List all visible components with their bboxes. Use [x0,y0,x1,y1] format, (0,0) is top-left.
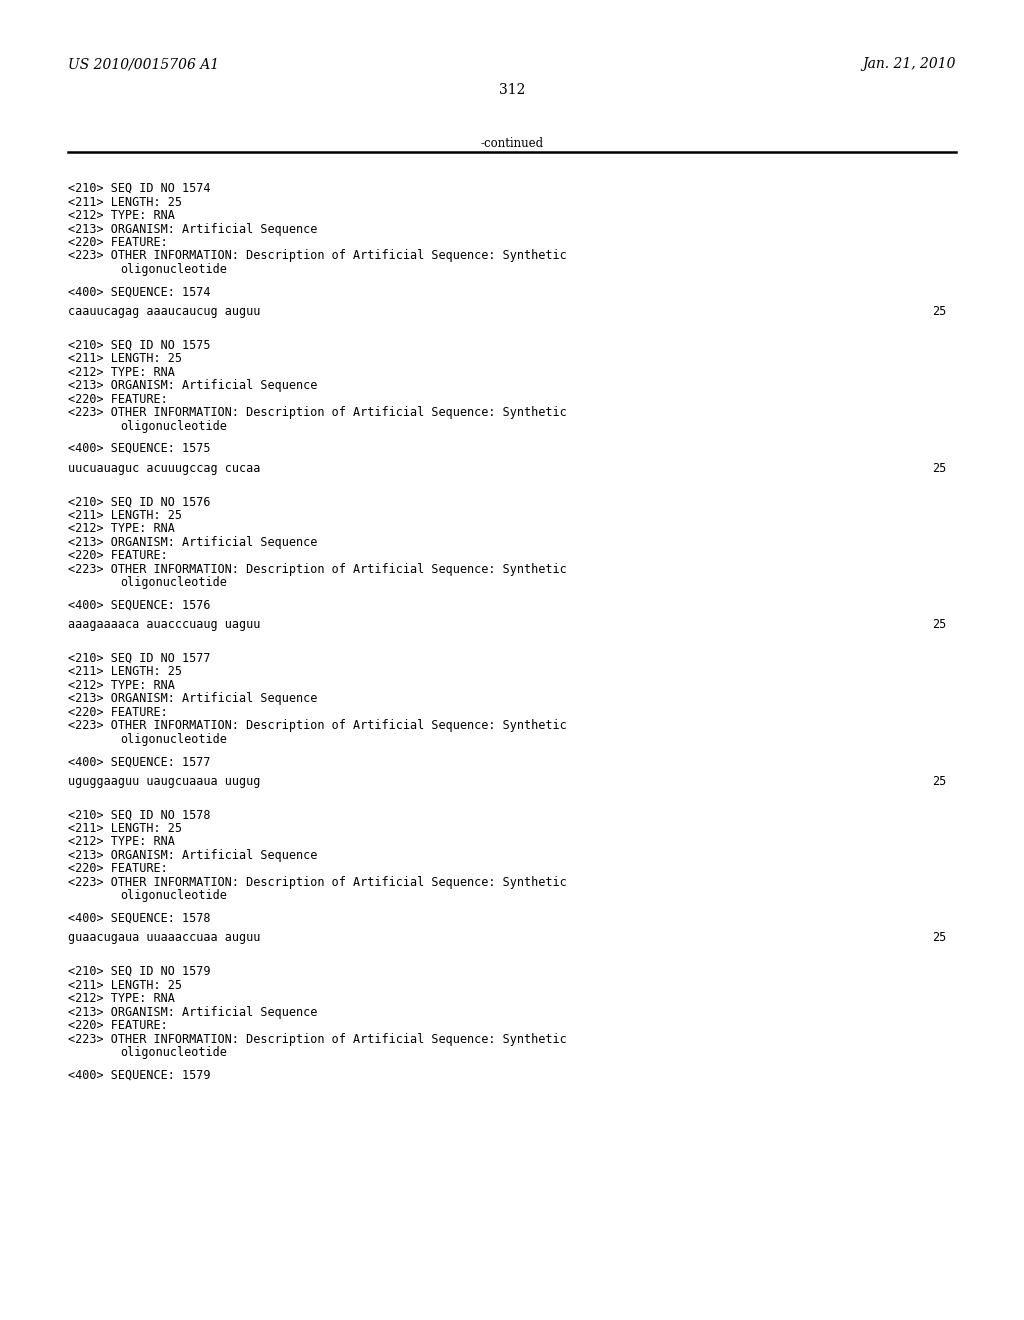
Text: <223> OTHER INFORMATION: Description of Artificial Sequence: Synthetic: <223> OTHER INFORMATION: Description of … [68,719,566,733]
Text: oligonucleotide: oligonucleotide [120,1045,227,1059]
Text: -continued: -continued [480,137,544,150]
Text: 25: 25 [932,462,946,475]
Text: <400> SEQUENCE: 1577: <400> SEQUENCE: 1577 [68,755,211,768]
Text: <220> FEATURE:: <220> FEATURE: [68,392,168,405]
Text: oligonucleotide: oligonucleotide [120,263,227,276]
Text: <211> LENGTH: 25: <211> LENGTH: 25 [68,978,182,991]
Text: uguggaaguu uaugcuaaua uugug: uguggaaguu uaugcuaaua uugug [68,775,260,788]
Text: <211> LENGTH: 25: <211> LENGTH: 25 [68,665,182,678]
Text: oligonucleotide: oligonucleotide [120,420,227,433]
Text: <210> SEQ ID NO 1579: <210> SEQ ID NO 1579 [68,965,211,978]
Text: <400> SEQUENCE: 1576: <400> SEQUENCE: 1576 [68,598,211,611]
Text: <211> LENGTH: 25: <211> LENGTH: 25 [68,822,182,836]
Text: <211> LENGTH: 25: <211> LENGTH: 25 [68,195,182,209]
Text: <223> OTHER INFORMATION: Description of Artificial Sequence: Synthetic: <223> OTHER INFORMATION: Description of … [68,407,566,420]
Text: <223> OTHER INFORMATION: Description of Artificial Sequence: Synthetic: <223> OTHER INFORMATION: Description of … [68,876,566,888]
Text: 25: 25 [932,932,946,944]
Text: <400> SEQUENCE: 1574: <400> SEQUENCE: 1574 [68,285,211,298]
Text: <212> TYPE: RNA: <212> TYPE: RNA [68,678,175,692]
Text: <223> OTHER INFORMATION: Description of Artificial Sequence: Synthetic: <223> OTHER INFORMATION: Description of … [68,562,566,576]
Text: 25: 25 [932,618,946,631]
Text: <210> SEQ ID NO 1578: <210> SEQ ID NO 1578 [68,808,211,821]
Text: 312: 312 [499,83,525,96]
Text: <212> TYPE: RNA: <212> TYPE: RNA [68,836,175,849]
Text: <210> SEQ ID NO 1575: <210> SEQ ID NO 1575 [68,339,211,351]
Text: <210> SEQ ID NO 1574: <210> SEQ ID NO 1574 [68,182,211,195]
Text: <223> OTHER INFORMATION: Description of Artificial Sequence: Synthetic: <223> OTHER INFORMATION: Description of … [68,1032,566,1045]
Text: US 2010/0015706 A1: US 2010/0015706 A1 [68,57,219,71]
Text: <210> SEQ ID NO 1577: <210> SEQ ID NO 1577 [68,652,211,665]
Text: <212> TYPE: RNA: <212> TYPE: RNA [68,523,175,535]
Text: <400> SEQUENCE: 1575: <400> SEQUENCE: 1575 [68,442,211,455]
Text: <211> LENGTH: 25: <211> LENGTH: 25 [68,508,182,521]
Text: 25: 25 [932,305,946,318]
Text: oligonucleotide: oligonucleotide [120,890,227,903]
Text: <220> FEATURE:: <220> FEATURE: [68,549,168,562]
Text: <213> ORGANISM: Artificial Sequence: <213> ORGANISM: Artificial Sequence [68,1006,317,1019]
Text: <213> ORGANISM: Artificial Sequence: <213> ORGANISM: Artificial Sequence [68,223,317,235]
Text: <400> SEQUENCE: 1578: <400> SEQUENCE: 1578 [68,912,211,925]
Text: aaagaaaaca auacccuaug uaguu: aaagaaaaca auacccuaug uaguu [68,618,260,631]
Text: <212> TYPE: RNA: <212> TYPE: RNA [68,993,175,1005]
Text: guaacugaua uuaaaccuaa auguu: guaacugaua uuaaaccuaa auguu [68,932,260,944]
Text: <212> TYPE: RNA: <212> TYPE: RNA [68,366,175,379]
Text: <220> FEATURE:: <220> FEATURE: [68,706,168,719]
Text: uucuauaguc acuuugccag cucaa: uucuauaguc acuuugccag cucaa [68,462,260,475]
Text: <400> SEQUENCE: 1579: <400> SEQUENCE: 1579 [68,1068,211,1081]
Text: caauucagag aaaucaucug auguu: caauucagag aaaucaucug auguu [68,305,260,318]
Text: <213> ORGANISM: Artificial Sequence: <213> ORGANISM: Artificial Sequence [68,536,317,549]
Text: <220> FEATURE:: <220> FEATURE: [68,1019,168,1032]
Text: <213> ORGANISM: Artificial Sequence: <213> ORGANISM: Artificial Sequence [68,379,317,392]
Text: <220> FEATURE:: <220> FEATURE: [68,862,168,875]
Text: <223> OTHER INFORMATION: Description of Artificial Sequence: Synthetic: <223> OTHER INFORMATION: Description of … [68,249,566,263]
Text: oligonucleotide: oligonucleotide [120,577,227,589]
Text: <211> LENGTH: 25: <211> LENGTH: 25 [68,352,182,366]
Text: <213> ORGANISM: Artificial Sequence: <213> ORGANISM: Artificial Sequence [68,692,317,705]
Text: <210> SEQ ID NO 1576: <210> SEQ ID NO 1576 [68,495,211,508]
Text: <212> TYPE: RNA: <212> TYPE: RNA [68,209,175,222]
Text: <213> ORGANISM: Artificial Sequence: <213> ORGANISM: Artificial Sequence [68,849,317,862]
Text: 25: 25 [932,775,946,788]
Text: Jan. 21, 2010: Jan. 21, 2010 [862,57,956,71]
Text: <220> FEATURE:: <220> FEATURE: [68,236,168,249]
Text: oligonucleotide: oligonucleotide [120,733,227,746]
